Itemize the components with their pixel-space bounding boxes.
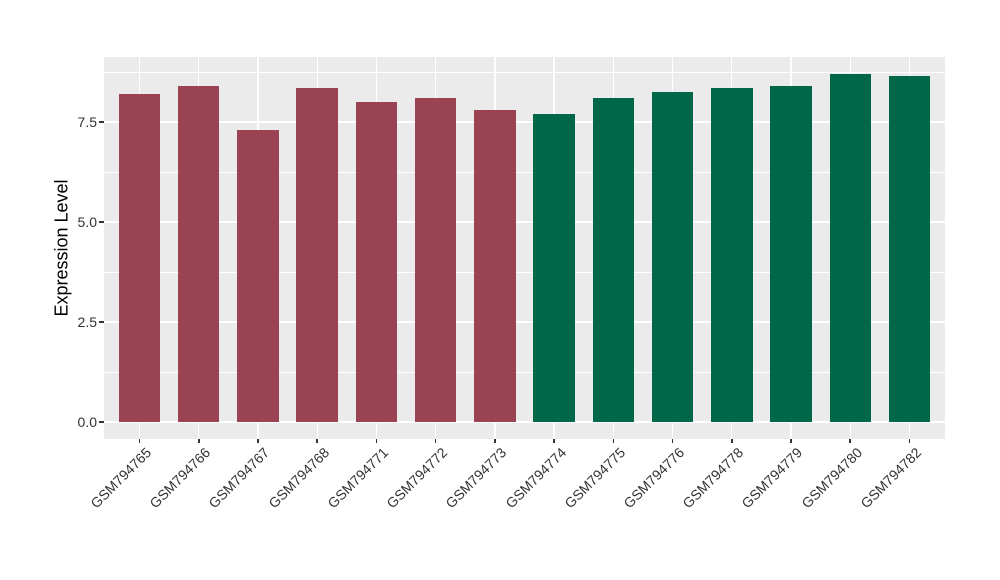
x-tick-label: GSM794773 [442,444,510,512]
bar-GSM794782 [888,76,931,422]
x-tick [257,439,259,443]
x-tick [197,439,200,443]
major-gridline [104,321,945,323]
minor-gridline [104,272,945,273]
x-tick [730,439,733,443]
bar-GSM794773 [474,110,516,422]
bar-GSM794772 [414,98,457,422]
x-tick-label: GSM794771 [324,444,392,512]
bar-GSM794765 [118,94,161,422]
major-gridline [104,121,945,123]
minor-gridline [104,372,945,373]
x-tick-label: GSM794774 [501,444,569,512]
y-tick-label: 5.0 [77,214,97,230]
x-tick [316,439,318,443]
x-tick-label: GSM794767 [205,444,273,512]
x-tick [612,439,615,443]
x-tick [671,439,674,443]
minor-gridline [104,72,945,73]
bar-GSM794780 [829,74,871,422]
major-gridline [104,221,945,223]
y-tick-label: 2.5 [77,314,97,330]
x-tick-label: GSM794782 [857,444,925,512]
x-tick-label: GSM794775 [561,444,628,512]
y-tick [99,121,104,123]
x-tick [553,439,555,443]
y-tick-label: 7.5 [77,114,97,130]
bar-GSM794779 [770,86,812,422]
major-gridline [104,421,945,423]
y-tick [99,421,104,423]
x-tick-label: GSM794779 [738,444,806,512]
x-tick-label: GSM794780 [797,444,865,512]
bar-GSM794766 [178,86,220,422]
bar-GSM794768 [296,88,338,422]
x-tick [434,439,437,443]
minor-gridline [104,172,945,173]
x-tick-label: GSM794778 [679,444,747,512]
x-tick [790,439,792,443]
x-tick-label: GSM794766 [146,444,214,512]
x-tick-label: GSM794772 [383,444,451,512]
bar-GSM794778 [711,88,753,422]
x-tick [375,439,378,443]
x-tick-label: GSM794765 [87,444,155,512]
bar-GSM794774 [533,114,575,422]
x-tick [908,439,911,443]
x-tick-label: GSM794768 [264,444,332,512]
bar-GSM794775 [592,98,635,422]
bar-GSM794767 [237,130,279,422]
bar-GSM794776 [651,92,694,422]
x-tick [138,439,141,443]
plot-panel [104,57,945,439]
bar-GSM794771 [355,102,398,422]
x-tick [494,439,496,443]
y-tick-label: 0.0 [77,414,97,430]
y-tick [99,221,104,223]
x-tick-label: GSM794776 [620,444,688,512]
y-axis-title: Expression Level [51,179,72,317]
x-tick [849,439,852,443]
y-tick [99,321,104,323]
